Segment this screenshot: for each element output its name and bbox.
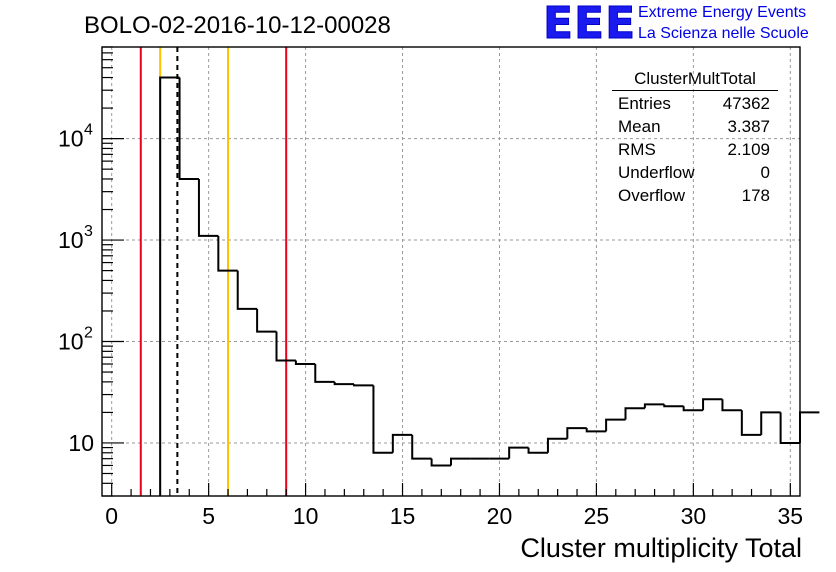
stats-value: 178 [741, 186, 770, 205]
histogram-bin [508, 446, 529, 459]
histogram-bin [799, 411, 820, 443]
stats-label: Underflow [618, 163, 695, 182]
x-tick-label: 20 [487, 503, 513, 529]
histogram-bin [566, 427, 587, 439]
histogram-bin [333, 381, 355, 386]
stats-row-overflow: Overflow 178 [612, 184, 778, 207]
stats-label: RMS [618, 140, 656, 159]
histogram-bin [197, 178, 219, 237]
histogram-bin [721, 399, 742, 412]
stats-box: ClusterMultTotal Entries 47362 Mean 3.38… [612, 69, 778, 207]
brand-subtitle: La Scienza nelle Scuole [638, 25, 809, 42]
stats-value: 47362 [722, 94, 770, 113]
histogram-bin [682, 406, 704, 412]
histogram-bin [159, 76, 180, 496]
plot-frame [101, 46, 801, 497]
histogram-bin [275, 331, 296, 362]
histogram-bin [760, 411, 781, 435]
x-tick-label: 25 [584, 503, 610, 529]
x-tick-label: 30 [681, 503, 707, 529]
histogram-bin [178, 77, 199, 180]
histogram-bin [643, 403, 665, 409]
reference-lines [139, 47, 288, 496]
stats-row-mean: Mean 3.387 [612, 115, 778, 138]
stats-label: Mean [618, 117, 661, 136]
x-tick-label: 5 [202, 503, 215, 529]
histogram-bin [702, 398, 723, 411]
stats-value: 2.109 [727, 140, 770, 159]
stats-value: 0 [760, 163, 770, 182]
y-tick-label: 10 [68, 430, 94, 456]
stats-row-underflow: Underflow 0 [612, 161, 778, 184]
histogram-bin [779, 412, 800, 444]
histogram-bin [740, 410, 762, 436]
histogram-series [159, 76, 820, 496]
y-tick-label: 10 [58, 126, 84, 152]
histogram-bin [546, 437, 568, 453]
histogram-bin [294, 360, 316, 366]
histogram-bin [624, 407, 645, 420]
histogram-bin [391, 433, 413, 453]
stats-row-entries: Entries 47362 [612, 92, 778, 115]
histogram-bin [527, 447, 548, 454]
histogram-bin [411, 434, 432, 460]
x-axis-label: Cluster multiplicity Total [520, 533, 802, 563]
histogram-bin [256, 308, 277, 333]
stats-title: ClusterMultTotal [612, 69, 778, 91]
histogram-bin [353, 384, 374, 387]
brand-name: Extreme Energy Events [638, 4, 807, 21]
y-tick-label: 10 [58, 329, 84, 355]
stats-label: Entries [618, 94, 671, 113]
stats-row-rms: RMS 2.109 [612, 138, 778, 161]
stats-label: Overflow [618, 186, 686, 205]
histogram-bin [450, 457, 471, 466]
histogram-bin [663, 404, 684, 408]
histogram-bin [217, 235, 238, 272]
y-tick-label: 10 [58, 227, 84, 253]
x-tick-label: 0 [105, 503, 118, 529]
plot-title: BOLO-02-2016-10-12-00028 [84, 12, 391, 39]
histogram-bin [236, 270, 258, 310]
x-tick-label: 35 [778, 503, 804, 529]
y-tick-exponent: 4 [84, 122, 93, 139]
x-tick-label: 15 [390, 503, 416, 529]
grid-lines [102, 47, 800, 496]
eee-logo: EEE [542, 0, 637, 49]
histogram-bin [430, 458, 451, 467]
histogram-bin [585, 428, 607, 433]
y-tick-exponent: 2 [84, 325, 93, 342]
histogram-bin [605, 418, 626, 432]
y-tick-exponent: 3 [84, 223, 93, 240]
x-tick-label: 10 [293, 503, 319, 529]
stats-value: 3.387 [727, 117, 770, 136]
histogram-bin [372, 385, 393, 454]
histogram-bin [314, 364, 335, 383]
